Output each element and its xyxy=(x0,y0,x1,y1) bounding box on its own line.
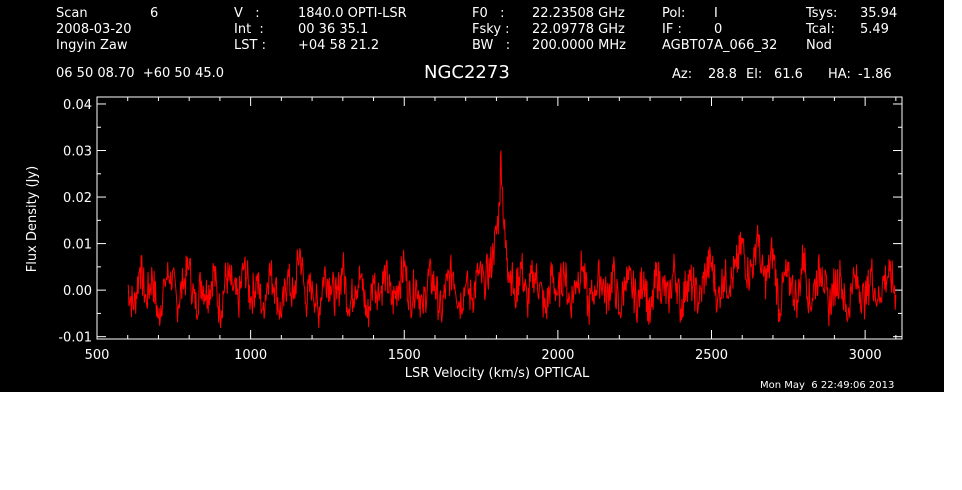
ha-label: HA: xyxy=(828,67,851,82)
series-line-flux xyxy=(127,150,897,329)
az-label: Az: xyxy=(672,67,693,82)
x-tick-label: 1500 xyxy=(388,348,421,363)
plot-frame xyxy=(96,96,903,340)
header-cell: Tsys: xyxy=(806,6,838,21)
header-cell: 1840.0 OPTI-LSR xyxy=(298,6,407,21)
header-cell: Tcal: xyxy=(806,22,835,37)
header-cell: Int : xyxy=(234,22,264,37)
header-cell: 200.0000 MHz xyxy=(532,38,626,53)
header-cell: 6 xyxy=(150,6,159,21)
header-cell: 35.94 xyxy=(860,6,898,21)
header-cell: Fsky : xyxy=(472,22,510,37)
header-cell: Ingyin Zaw xyxy=(56,38,128,53)
y-tick-label: 0.02 xyxy=(63,191,92,206)
header-cell: I xyxy=(714,6,718,21)
y-tick-label: 0.00 xyxy=(63,284,92,299)
header-cell: 22.23508 GHz xyxy=(532,6,625,21)
tick-labels: 500 1000 1500 2000 2500 3000 -0.01 0.00 0.01 0.02… xyxy=(58,98,881,363)
ticks xyxy=(96,97,902,339)
header-cell: Pol: xyxy=(662,6,686,21)
ha-value: -1.86 xyxy=(858,67,892,82)
el-value: 61.6 xyxy=(774,67,803,82)
x-tick-label: 2000 xyxy=(541,348,574,363)
header-cell: AGBT07A_066_32 xyxy=(662,38,778,53)
source-name: NGC2273 xyxy=(424,62,510,83)
timestamp: Mon May 6 22:49:06 2013 xyxy=(760,380,895,391)
y-tick-label: -0.01 xyxy=(58,331,92,346)
el-label: El: xyxy=(746,67,763,82)
header-cell: 2008-03-20 xyxy=(56,22,132,37)
header-cell: V : xyxy=(234,6,260,21)
y-tick-label: 0.01 xyxy=(63,238,92,253)
header-cell: LST : xyxy=(234,38,266,53)
x-axis-label: LSR Velocity (km/s) OPTICAL xyxy=(405,366,590,381)
header-cell: BW : xyxy=(472,38,511,53)
header-cell: IF : xyxy=(662,22,682,37)
y-tick-label: 0.04 xyxy=(63,98,92,113)
y-axis-label: Flux Density (Jy) xyxy=(25,166,40,272)
source-coords: 06 50 08.70 +60 50 45.0 xyxy=(56,66,225,81)
header-cell: Nod xyxy=(806,38,832,53)
header-cell: 00 36 35.1 xyxy=(298,22,369,37)
x-tick-label: 3000 xyxy=(849,348,882,363)
header-cell: F0 : xyxy=(472,6,505,21)
plot-panel xyxy=(0,0,944,392)
x-tick-label: 1000 xyxy=(234,348,267,363)
spectrum-chart: 500 1000 1500 2000 2500 3000 -0.01 0.00 0.01 0.02… xyxy=(25,96,903,381)
x-tick-label: 2500 xyxy=(695,348,728,363)
header-cell: 22.09778 GHz xyxy=(532,22,625,37)
header-cell: 5.49 xyxy=(860,22,889,37)
header-cell: +04 58 21.2 xyxy=(298,38,380,53)
y-tick-label: 0.03 xyxy=(63,145,92,160)
header-cell: 0 xyxy=(714,22,723,37)
axes xyxy=(96,96,903,340)
az-value: 28.8 xyxy=(708,67,737,82)
x-tick-label: 500 xyxy=(85,348,110,363)
header-cell: Scan xyxy=(56,6,88,21)
